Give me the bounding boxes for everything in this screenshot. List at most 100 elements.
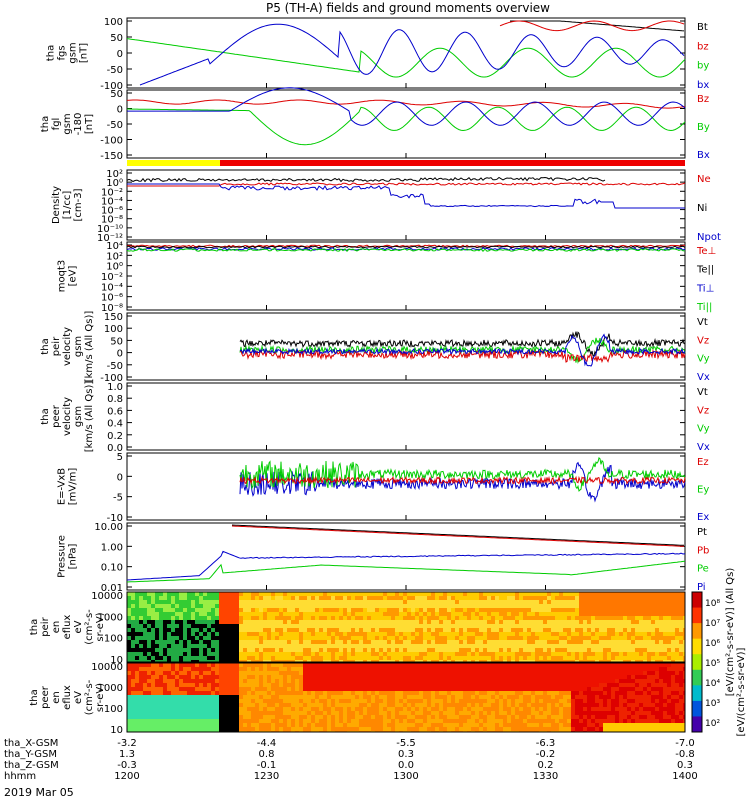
x-tick-label: 0.0 [398, 760, 414, 771]
colorbar-tick-label: 10⁸ [705, 599, 720, 609]
x-tick-label: 1230 [254, 771, 279, 782]
y-tick-label: 10⁻¹² [97, 233, 123, 244]
y-tick-label: -100 [100, 136, 123, 147]
x-tick-label: 1300 [393, 771, 418, 782]
series-vx [239, 333, 686, 367]
y-tick-label: -50 [107, 361, 123, 372]
x-tick-label: 0.3 [677, 760, 693, 771]
colorbar-swatch [692, 669, 702, 686]
series-ey [239, 456, 686, 492]
date-label: 2019 Mar 05 [4, 786, 74, 799]
y-tick-label: 0.2 [107, 431, 123, 442]
y-tick-label: 1.00 [101, 542, 123, 553]
legend-ey: Ey [697, 485, 709, 496]
y-tick-label: 10 [110, 725, 123, 736]
y-tick-label: 50 [110, 336, 123, 347]
y-tick-label: 10⁴ [106, 241, 123, 252]
legend-vt: Vt [697, 387, 708, 398]
y-tick-label: 0 [117, 49, 123, 60]
x-tick-label: 0.2 [538, 760, 554, 771]
y-tick-label: 10000 [91, 662, 123, 673]
x-row-name: tha_Y-GSM [4, 749, 57, 760]
y-tick-label: 1000 [98, 683, 123, 694]
legend-pe: Pe [697, 564, 709, 575]
legend-ti⊥: Ti⊥ [696, 283, 714, 294]
y-tick-label: 10² [106, 251, 123, 262]
plot-title: P5 (TH-A) fields and ground moments over… [266, 1, 550, 15]
y-tick-label: 50 [110, 33, 123, 44]
colorbar-tick-label: 10⁶ [705, 639, 720, 649]
colorbar-swatch [692, 716, 702, 733]
y-tick-label: -50 [107, 65, 123, 76]
legend-ti||: Ti|| [696, 302, 712, 313]
y-tick-label: 0.01 [101, 583, 123, 594]
colorbar-tick-label: 10⁴ [705, 679, 720, 689]
x-tick-label: 0.8 [259, 749, 275, 760]
y-axis-label: thapeirvelocitygsm[km/s (All Qs)] [40, 311, 95, 383]
panel-frame [126, 382, 686, 451]
y-tick-label: 100 [104, 704, 123, 715]
x-tick-label: -4.4 [257, 738, 277, 749]
panel-frame [126, 17, 686, 89]
legend-bz: Bz [697, 94, 709, 105]
legend-vz: Vz [697, 335, 709, 346]
panel-peir_spec: 10000 1000 100 10 thapeirenefluxeV(cm²-s-sr-… [29, 591, 686, 666]
y-tick-label: 100 [104, 634, 123, 645]
y-tick-label: 10² [106, 169, 123, 180]
panel-peer_spec: 10000 1000 100 10 thapeerenefluxeV(cm²-s-sr-… [29, 662, 686, 736]
y-tick-label: 1.0 [107, 382, 123, 393]
y-tick-label: 10 [110, 655, 123, 666]
panel-peer_v: 1.00.80.6 0.40.20.0 thapeervelocitygsm[km/… [40, 381, 710, 454]
series-by [126, 38, 686, 78]
x-tick-label: 1200 [114, 771, 139, 782]
y-tick-label: 1000 [98, 612, 123, 623]
colorbar-tick-label: 10⁷ [705, 619, 720, 629]
y-axis-label: thapeirenefluxeV(cm²-s-sr-eV) [29, 609, 106, 645]
x-tick-label: 1400 [672, 771, 697, 782]
panel-fgl: 50 0 -50 -100 -150 thafglgsm-180[nT] Bz By Bx [40, 87, 710, 162]
spectrogram [127, 592, 685, 662]
series-by [127, 106, 686, 146]
colorbar-swatch [692, 607, 702, 624]
y-tick-label: 10⁻⁶ [101, 206, 123, 217]
legend-vy: Vy [697, 354, 710, 365]
panel-fgs: 100 50 0 -50 -100 thafgsgsm[nT] Bt bz by bx [46, 17, 710, 92]
y-tick-label: 10⁰ [106, 178, 123, 189]
legend-ni: Ni [697, 203, 707, 214]
x-tick-label: -5.5 [396, 738, 416, 749]
colorbar: 10⁸ 10⁷ 10⁶ 10⁵ 10⁴ 10³ 10² [eV/(cm²-s-sr-eV)][… [691, 568, 747, 736]
y-tick-label: 10⁻⁴ [101, 282, 123, 293]
y-tick-label: -5 [113, 493, 123, 504]
series-bt [510, 20, 685, 32]
y-tick-label: 0 [117, 472, 123, 483]
y-tick-label: -10 [107, 513, 123, 524]
y-tick-label: 0 [117, 105, 123, 116]
panel-frame [126, 241, 686, 311]
legend-bt: Bt [697, 22, 708, 33]
y-tick-label: 10⁻⁴ [101, 196, 123, 207]
y-tick-label: 10⁻⁸ [101, 303, 123, 314]
y-tick-label: 10⁻¹⁰ [97, 224, 123, 235]
legend-vy: Vy [697, 424, 710, 435]
y-axis-label: thafgsgsm[nT] [46, 42, 90, 63]
spectrogram [127, 663, 685, 732]
series-pt [231, 524, 684, 546]
y-tick-label: 0.6 [107, 406, 123, 417]
y-tick-label: 10⁰ [106, 262, 123, 273]
series-ti-par [126, 248, 686, 252]
legend-vx: Vx [697, 372, 710, 383]
legend-npot: Npot [697, 232, 721, 243]
colorbar-tick-label: 10⁵ [705, 659, 720, 669]
y-axis-label: E=-VxB[mV/m] [57, 468, 79, 506]
y-tick-label: 5 [117, 452, 123, 463]
x-tick-label: 0.3 [398, 749, 414, 760]
panel-efield: 5 0 -5 -10 E=-VxB[mV/m] Ez Ey Ex [57, 452, 710, 524]
legend-bx: bx [697, 80, 709, 91]
y-tick-label: 150 [104, 312, 123, 323]
legend-ex: Ex [697, 512, 709, 523]
legend-ez: Ez [697, 457, 709, 468]
y-tick-label: 10⁻⁶ [101, 293, 123, 304]
legend-by: By [697, 122, 710, 133]
